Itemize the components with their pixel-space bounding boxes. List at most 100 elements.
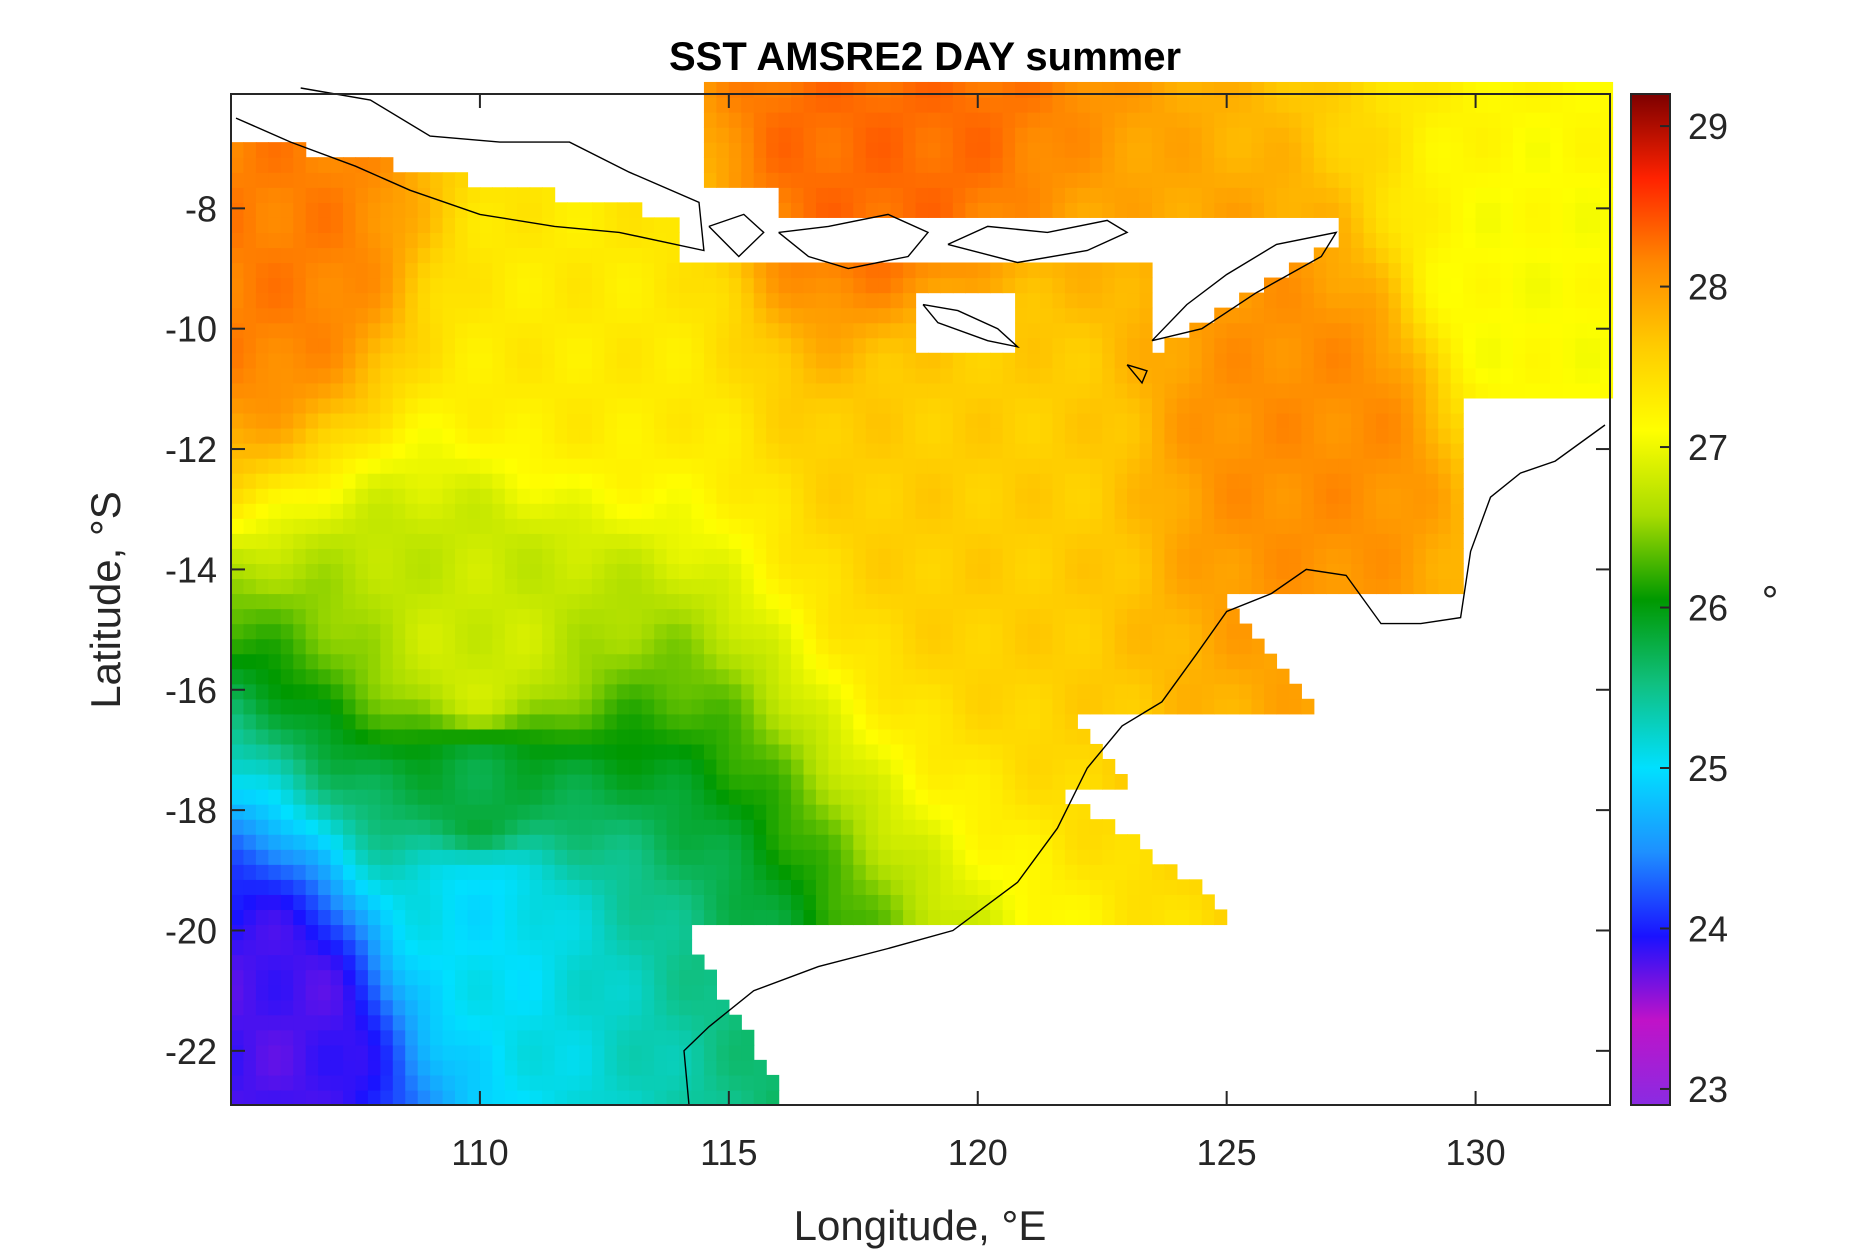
sst-cell — [1089, 127, 1103, 143]
sst-cell — [380, 352, 394, 369]
sst-cell — [1114, 157, 1128, 173]
sst-cell — [1052, 518, 1066, 534]
sst-cell — [828, 473, 842, 489]
sst-cell — [666, 443, 680, 459]
sst-cell — [1039, 638, 1054, 655]
sst-cell — [1151, 518, 1166, 534]
sst-cell — [778, 157, 792, 173]
sst-cell — [791, 142, 805, 158]
sst-cell — [1089, 548, 1103, 564]
sst-cell — [741, 1089, 755, 1106]
sst-cell — [1251, 412, 1265, 429]
sst-cell — [641, 563, 655, 580]
sst-cell — [604, 969, 618, 986]
sst-cell — [1326, 578, 1340, 595]
sst-cell — [1301, 277, 1315, 294]
sst-cell — [865, 142, 879, 158]
sst-cell — [728, 292, 742, 309]
sst-cell — [517, 638, 531, 655]
sst-cell — [803, 157, 817, 173]
sst-cell — [1413, 443, 1427, 459]
sst-cell — [915, 352, 929, 369]
sst-cell — [878, 382, 892, 399]
sst-cell — [455, 593, 469, 610]
sst-cell — [1388, 232, 1402, 249]
sst-cell — [878, 397, 892, 414]
sst-cell — [430, 1014, 444, 1031]
sst-cell — [1176, 473, 1190, 489]
sst-cell — [1376, 262, 1390, 279]
sst-cell — [915, 593, 929, 610]
sst-cell — [666, 458, 680, 474]
sst-cell — [654, 834, 668, 850]
sst-cell — [865, 322, 879, 339]
sst-cell — [766, 142, 780, 158]
sst-cell — [629, 608, 643, 625]
sst-cell — [330, 518, 344, 534]
sst-cell — [330, 713, 344, 730]
sst-cell — [1089, 819, 1103, 835]
sst-cell — [1313, 412, 1327, 429]
sst-cell — [716, 112, 730, 128]
sst-cell — [840, 743, 854, 760]
sst-cell — [268, 307, 282, 324]
sst-cell — [890, 488, 904, 504]
sst-cell — [567, 743, 581, 760]
sst-cell — [380, 382, 394, 399]
sst-cell — [629, 1074, 643, 1091]
sst-cell — [591, 713, 605, 730]
sst-cell — [293, 1014, 307, 1031]
sst-cell — [654, 969, 668, 986]
sst-cell — [1089, 157, 1103, 173]
sst-cell — [654, 713, 668, 730]
sst-cell — [1139, 638, 1153, 655]
sst-cell — [778, 352, 792, 369]
sst-cell — [492, 879, 506, 895]
sst-cell — [479, 909, 493, 926]
sst-cell — [716, 443, 730, 459]
sst-cell — [1251, 533, 1265, 549]
sst-cell — [641, 879, 655, 895]
sst-cell — [455, 443, 469, 459]
sst-cell — [666, 653, 680, 670]
sst-cell — [1313, 518, 1327, 534]
sst-cell — [728, 849, 742, 865]
sst-cell — [1388, 262, 1402, 279]
sst-cell — [1039, 713, 1054, 730]
sst-cell — [1139, 518, 1153, 534]
sst-cell — [305, 578, 319, 595]
sst-cell — [1064, 412, 1078, 429]
sst-cell — [604, 367, 618, 384]
sst-cell — [728, 412, 742, 429]
sst-cell — [1214, 518, 1228, 534]
sst-cell — [741, 337, 755, 354]
sst-cell — [268, 488, 282, 504]
sst-cell — [517, 337, 531, 354]
sst-cell — [666, 412, 680, 429]
sst-cell — [1313, 307, 1327, 324]
sst-cell — [1015, 909, 1029, 926]
sst-cell — [828, 97, 842, 113]
sst-cell — [977, 593, 991, 610]
sst-cell — [977, 698, 991, 715]
sst-cell — [629, 954, 643, 971]
sst-cell — [604, 894, 618, 911]
sst-cell — [1189, 187, 1203, 203]
sst-cell — [778, 728, 792, 745]
sst-cell — [840, 458, 854, 474]
sst-cell — [492, 1089, 506, 1106]
sst-cell — [753, 277, 767, 294]
sst-cell — [280, 939, 294, 956]
sst-cell — [380, 1074, 394, 1091]
sst-cell — [579, 1014, 593, 1031]
sst-cell — [567, 698, 581, 715]
sst-cell — [641, 653, 655, 670]
sst-cell — [330, 1059, 344, 1076]
sst-cell — [878, 157, 892, 173]
sst-cell — [417, 653, 431, 670]
sst-cell — [703, 728, 717, 745]
sst-cell — [616, 412, 630, 429]
sst-cell — [554, 458, 568, 474]
sst-cell — [243, 202, 257, 218]
